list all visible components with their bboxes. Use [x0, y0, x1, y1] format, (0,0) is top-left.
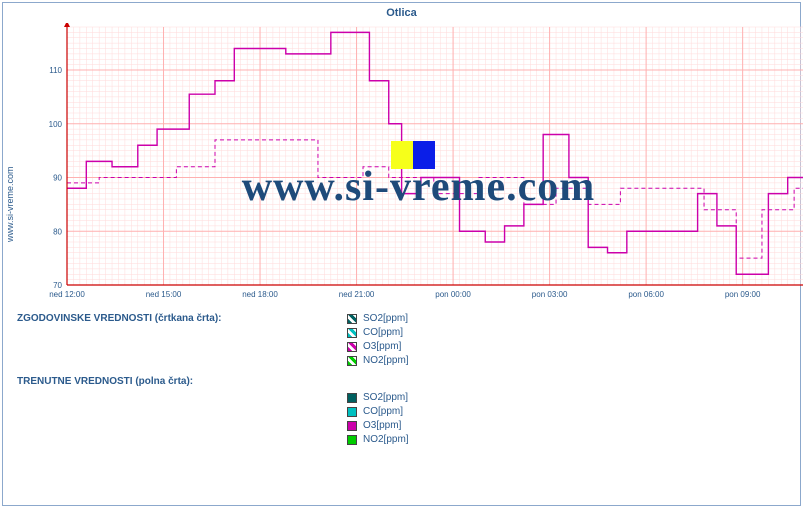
svg-text:pon 09:00: pon 09:00	[725, 290, 761, 299]
svg-text:110: 110	[49, 66, 62, 75]
svg-text:ned 12:00: ned 12:00	[49, 290, 85, 299]
svg-text:100: 100	[49, 120, 63, 129]
legend-swatch	[347, 314, 357, 324]
legend-swatch	[347, 407, 357, 417]
legend-item: O3[ppm]	[347, 340, 800, 354]
svg-text:ned 21:00: ned 21:00	[339, 290, 375, 299]
legend-label: SO2[ppm]	[363, 391, 408, 405]
legend-label: CO[ppm]	[363, 405, 403, 419]
legend-current-heading: TRENUTNE VREDNOSTI (polna črta):	[17, 376, 800, 387]
legend-swatch	[347, 356, 357, 366]
legend-item: SO2[ppm]	[347, 312, 800, 326]
legend-label: NO2[ppm]	[363, 433, 409, 447]
y-axis-label: www.si-vreme.com	[5, 166, 15, 242]
svg-text:pon 06:00: pon 06:00	[628, 290, 664, 299]
legend-item: CO[ppm]	[347, 405, 800, 419]
chart-frame: Otlica www.si-vreme.com ned 12:00 ned 15:…	[2, 2, 801, 506]
legend-item: SO2[ppm]	[347, 391, 800, 405]
legend-current-rows: SO2[ppm]CO[ppm]O3[ppm]NO2[ppm]	[347, 391, 800, 447]
plot-area: ned 12:00 ned 15:00 ned 18:00 ned 21:00 pon …	[43, 23, 794, 305]
svg-text:ned 18:00: ned 18:00	[242, 290, 278, 299]
legend-swatch	[347, 421, 357, 431]
legend-item: O3[ppm]	[347, 419, 800, 433]
svg-text:pon 00:00: pon 00:00	[435, 290, 471, 299]
legend-swatch	[347, 435, 357, 445]
svg-text:pon 03:00: pon 03:00	[532, 290, 568, 299]
legend-swatch	[347, 328, 357, 338]
legend-item: NO2[ppm]	[347, 354, 800, 368]
logo-right	[413, 141, 435, 169]
svg-text:80: 80	[53, 227, 62, 236]
legend-label: O3[ppm]	[363, 419, 401, 433]
chart-title: Otlica	[3, 3, 800, 19]
svg-text:ned 15:00: ned 15:00	[146, 290, 182, 299]
legend-label: O3[ppm]	[363, 340, 401, 354]
legend-swatch	[347, 393, 357, 403]
legend-historic-rows: SO2[ppm]CO[ppm]O3[ppm]NO2[ppm]	[347, 312, 800, 368]
legend-label: NO2[ppm]	[363, 354, 409, 368]
legend-item: CO[ppm]	[347, 326, 800, 340]
logo-left	[391, 141, 413, 169]
legend-historic: ZGODOVINSKE VREDNOSTI (črtkana črta): SO…	[17, 313, 800, 368]
svg-text:90: 90	[53, 174, 62, 183]
watermark-logo	[391, 141, 435, 169]
svg-text:70: 70	[53, 281, 62, 290]
legend-item: NO2[ppm]	[347, 433, 800, 447]
legend-label: CO[ppm]	[363, 326, 403, 340]
legend-current: TRENUTNE VREDNOSTI (polna črta): SO2[ppm…	[17, 376, 800, 447]
legend-swatch	[347, 342, 357, 352]
legend-label: SO2[ppm]	[363, 312, 408, 326]
